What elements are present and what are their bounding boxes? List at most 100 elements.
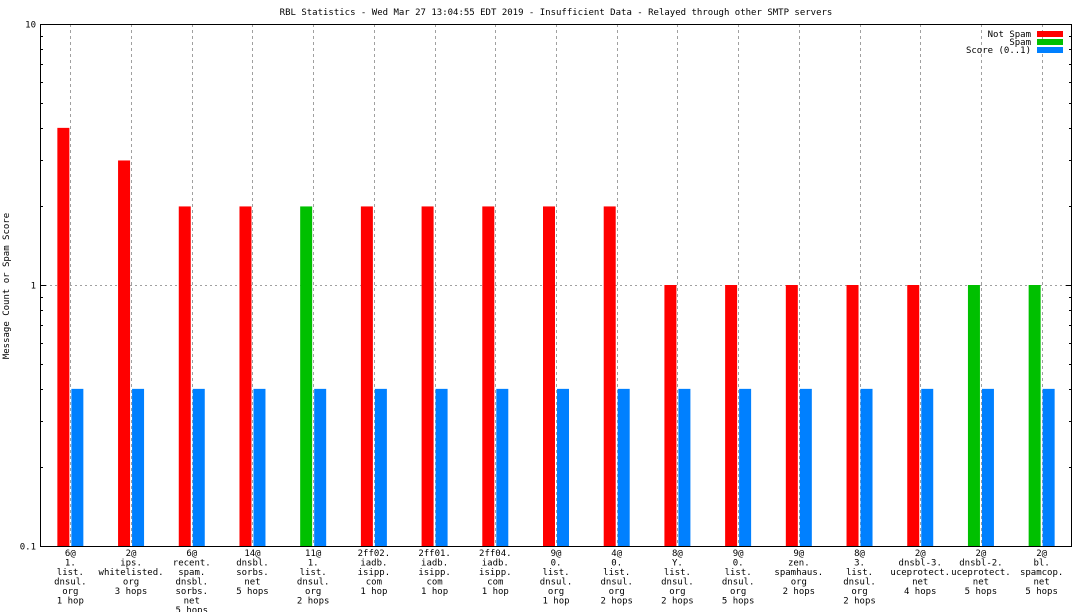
y-tick-label: 1 xyxy=(31,282,36,292)
x-tick-label-line: 2 hops xyxy=(843,597,876,607)
x-tick-label-line: 1. xyxy=(65,559,76,569)
x-tick-label-line: 5 hops xyxy=(965,587,998,597)
bar-not-spam xyxy=(543,206,555,547)
x-tick-label-line: 2ff01. xyxy=(418,549,451,559)
x-tick-label-line: 8@ xyxy=(854,549,865,559)
x-tick-label-line: 2 hops xyxy=(297,597,330,607)
x-tick-label-line: 1 hop xyxy=(542,597,569,607)
x-tick-label-line: 6@ xyxy=(65,549,76,559)
x-tick-label-line: uceprotect. xyxy=(951,568,1011,578)
x-tick-label-line: list. xyxy=(300,568,327,578)
x-tick-label: 9@ zen. spamhaus. org 2 hops xyxy=(774,549,823,597)
x-tick-label-line: recent. xyxy=(173,559,211,569)
bar-score-0-1 xyxy=(739,388,752,546)
x-tick-label-line: zen. xyxy=(788,559,810,569)
x-tick-label-line: dnsul. xyxy=(722,578,755,588)
x-tick-label-line: net xyxy=(1034,578,1050,588)
x-tick-label: 2@ dnsbl-3. uceprotect. net 4 hops xyxy=(890,549,950,597)
x-tick-label-line: dnsul. xyxy=(661,578,694,588)
x-tick-label: 2@ bl. spamcop. net 5 hops xyxy=(1020,549,1063,597)
x-tick-label: 2ff04. iadb. isipp. com 1 hop xyxy=(479,549,512,597)
bar-spam xyxy=(300,206,313,547)
bar-score-0-1 xyxy=(253,388,266,546)
grid-lines xyxy=(40,24,1072,546)
x-tick-label-line: sorbs. xyxy=(176,587,209,597)
x-tick-label-line: 1 hop xyxy=(482,587,509,597)
y-axis-label: Message Count or Spam Score xyxy=(2,213,12,359)
bar-score-0-1 xyxy=(496,388,509,546)
x-tick-label-line: 3 hops xyxy=(115,587,148,597)
bar-score-0-1 xyxy=(374,388,387,546)
x-tick-label-line: net xyxy=(244,578,260,588)
x-tick-label-line: 14@ xyxy=(244,549,261,559)
bar-score-0-1 xyxy=(678,388,691,546)
x-tick-label-line: list. xyxy=(603,568,630,578)
legend-label: Not Spam xyxy=(988,30,1031,40)
bar-score-0-1 xyxy=(132,388,145,546)
x-tick-label: 11@ 1. list. dnsul. org 2 hops xyxy=(297,549,330,607)
bar-not-spam xyxy=(360,206,373,547)
x-tick-label-line: dnsul. xyxy=(843,578,876,588)
x-tick-label-line: iadb. xyxy=(482,559,509,569)
x-tick-label-line: Y. xyxy=(672,559,683,569)
x-tick-label-line: 3. xyxy=(854,559,865,569)
bar-score-0-1 xyxy=(860,388,873,546)
x-tick-label-line: iadb. xyxy=(360,559,387,569)
bar-score-0-1 xyxy=(799,388,812,546)
bar-score-0-1 xyxy=(557,388,569,546)
x-tick-label-line: com xyxy=(487,578,503,588)
bar-spam xyxy=(967,285,980,546)
legend-label: Score (0..1) xyxy=(966,46,1031,56)
x-tick-label-line: 0. xyxy=(611,559,622,569)
bar-not-spam xyxy=(239,206,252,547)
bar-score-0-1 xyxy=(1042,388,1055,546)
x-tick-label-line: 4 hops xyxy=(904,587,937,597)
x-tick-label-line: isipp. xyxy=(479,568,512,578)
bar-not-spam xyxy=(785,285,798,546)
bar-score-0-1 xyxy=(192,388,205,546)
x-tick-label-line: dnsbl. xyxy=(236,559,269,569)
bar-not-spam xyxy=(907,285,920,546)
x-tick-label-line: uceprotect. xyxy=(890,568,950,578)
chart-title: RBL Statistics - Wed Mar 27 13:04:55 EDT… xyxy=(280,8,833,18)
y-tick-label: 10 xyxy=(25,21,36,31)
x-tick-label: 2@ ips. whitelisted. org 3 hops xyxy=(99,549,164,597)
x-tick-label: 2ff02. iadb. isipp. com 1 hop xyxy=(358,549,391,597)
x-tick-label-line: dnsul. xyxy=(540,578,573,588)
bar-spam xyxy=(1028,285,1041,546)
x-tick-label: 8@ Y. list. dnsul. org 2 hops xyxy=(661,549,694,607)
x-tick-label-line: 11@ xyxy=(305,549,322,559)
x-tick-label-line: 6@ xyxy=(186,549,197,559)
x-tick-label-line: iadb. xyxy=(421,559,448,569)
x-tick-label-line: isipp. xyxy=(418,568,451,578)
bar-not-spam xyxy=(482,206,495,547)
x-tick-label-line: 2@ xyxy=(976,549,987,559)
x-tick-label-line: list. xyxy=(57,568,84,578)
x-tick-label-line: dnsbl. xyxy=(176,578,209,588)
bars xyxy=(57,127,1055,547)
x-tick-label: 2ff01. iadb. isipp. com 1 hop xyxy=(418,549,451,597)
legend-swatch xyxy=(1037,39,1063,45)
x-tick-label: 8@ 3. list. dnsul. org 2 hops xyxy=(843,549,876,607)
x-tick-label: 6@ 1. list. dnsul. org 1 hop xyxy=(54,549,87,607)
x-tick-label-line: 5 hops xyxy=(176,606,209,612)
x-tick-label-line: net xyxy=(912,578,928,588)
x-tick-label-line: list. xyxy=(725,568,752,578)
x-tick-label: 9@ 0. list. dnsul. org 1 hop xyxy=(540,549,573,607)
x-tick-label-line: dnsbl-2. xyxy=(959,559,1002,569)
x-tick-label-line: org xyxy=(305,587,321,597)
x-tick-label-line: 1 hop xyxy=(421,587,448,597)
bar-not-spam xyxy=(118,160,131,546)
x-tick-label-line: spamcop. xyxy=(1020,568,1063,578)
x-tick-label-line: org xyxy=(851,587,867,597)
x-tick-label-line: list. xyxy=(542,568,569,578)
x-tick-label-line: net xyxy=(184,597,200,607)
x-tick-label-line: ips. xyxy=(120,559,142,569)
x-tick-label-line: 5 hops xyxy=(1025,587,1058,597)
x-tick-label-line: spamhaus. xyxy=(774,568,823,578)
x-tick-label-line: 9@ xyxy=(793,549,804,559)
x-tick-label-line: 5 hops xyxy=(722,597,755,607)
legend-swatch xyxy=(1037,47,1063,53)
